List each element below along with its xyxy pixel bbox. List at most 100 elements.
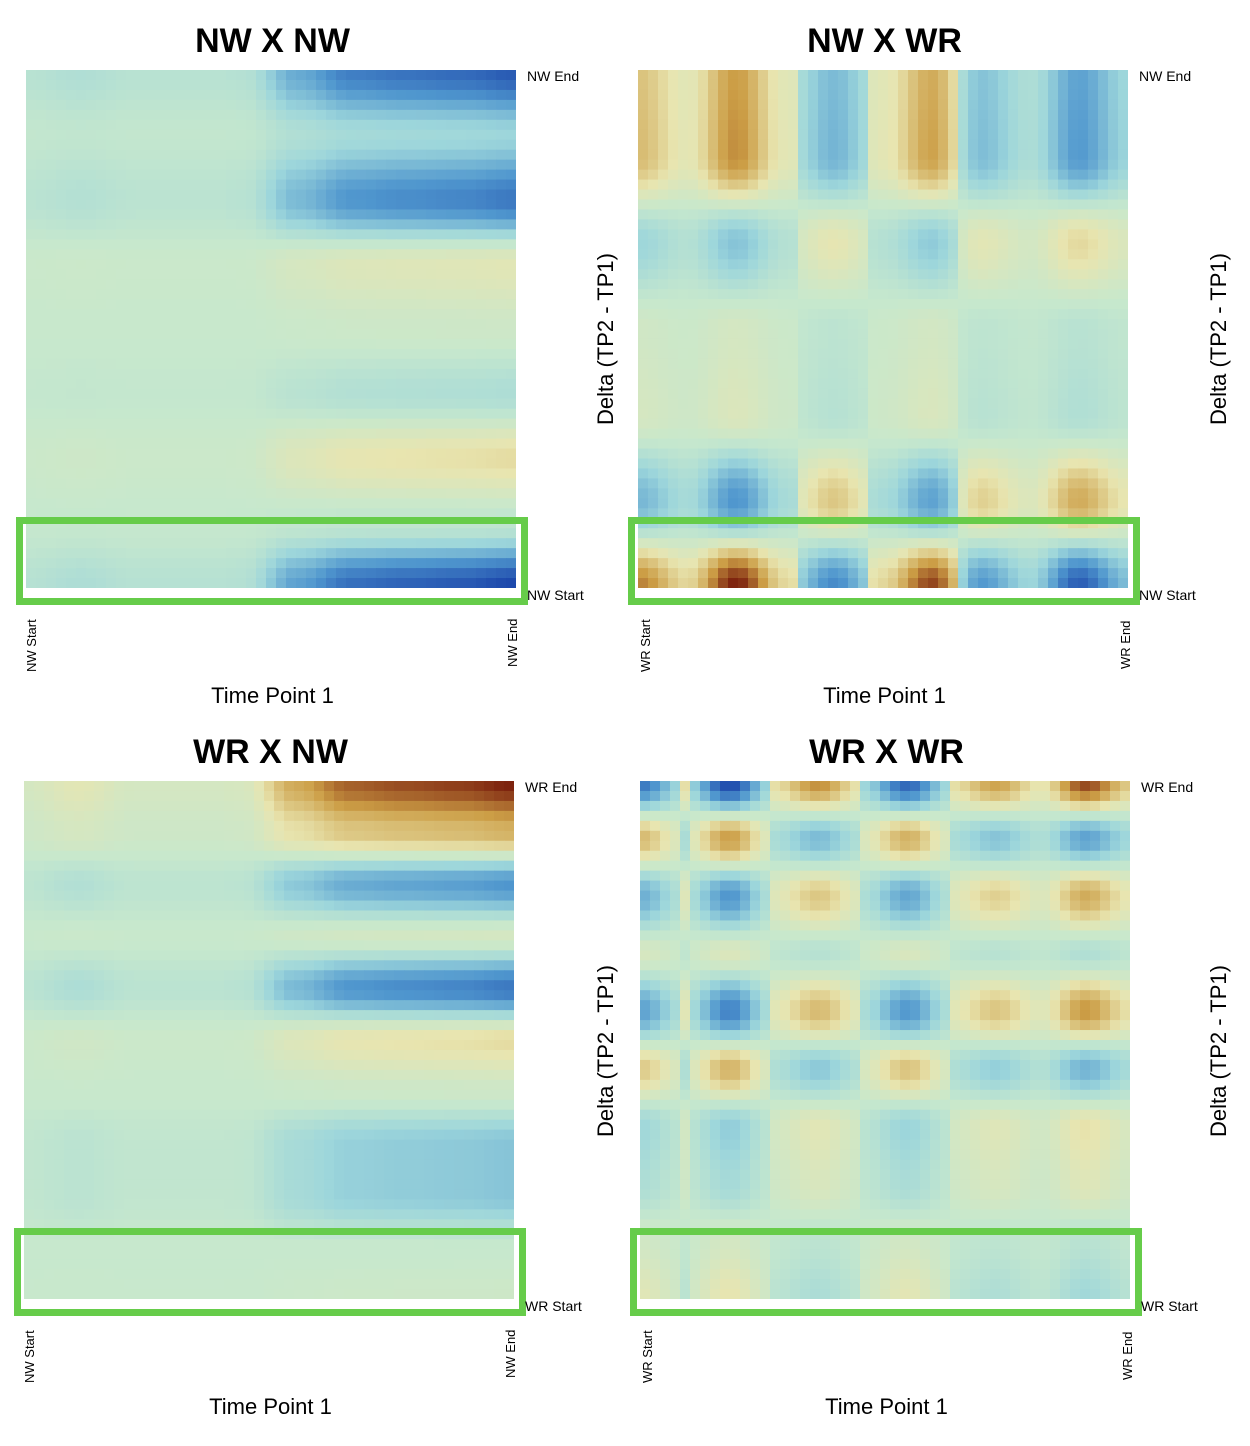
heatmap-cell bbox=[296, 269, 307, 280]
heatmap-cell bbox=[798, 408, 809, 420]
heatmap-cell bbox=[708, 388, 719, 400]
heatmap-cell bbox=[958, 249, 969, 260]
heatmap-cell bbox=[306, 578, 317, 588]
heatmap-cell bbox=[918, 438, 929, 450]
heatmap-cell bbox=[216, 568, 227, 579]
heatmap-cell bbox=[76, 548, 87, 559]
heatmap-cell bbox=[256, 358, 267, 370]
heatmap-cell bbox=[96, 79, 107, 91]
heatmap-cell bbox=[638, 129, 649, 141]
heatmap-cell bbox=[1098, 428, 1109, 440]
heatmap-cell bbox=[948, 119, 959, 131]
heatmap-cell bbox=[888, 338, 899, 350]
heatmap-cell bbox=[818, 139, 829, 151]
heatmap-cell bbox=[1088, 129, 1099, 141]
heatmap-cell bbox=[708, 338, 719, 350]
heatmap-cell bbox=[928, 348, 939, 360]
heatmap-cell bbox=[808, 279, 819, 290]
heatmap-cell bbox=[738, 129, 749, 141]
heatmap-cell bbox=[1008, 119, 1019, 131]
heatmap-cell bbox=[848, 398, 859, 410]
heatmap-cell bbox=[456, 488, 467, 499]
heatmap-cell bbox=[496, 568, 507, 579]
heatmap-cell bbox=[316, 259, 327, 270]
heatmap-cell bbox=[918, 279, 929, 290]
heatmap-cell bbox=[386, 388, 397, 400]
heatmap-cell bbox=[808, 358, 819, 370]
heatmap-cell bbox=[838, 478, 849, 489]
heatmap-cell bbox=[1058, 348, 1069, 360]
heatmap-cell bbox=[678, 199, 689, 211]
heatmap-cell bbox=[396, 398, 407, 410]
heatmap-cell bbox=[186, 139, 197, 151]
heatmap-cell bbox=[306, 159, 317, 171]
heatmap-cell bbox=[998, 279, 1009, 290]
heatmap-cell bbox=[446, 438, 457, 450]
heatmap-cell bbox=[136, 259, 147, 270]
heatmap-cell bbox=[456, 70, 467, 81]
heatmap-cell bbox=[1068, 528, 1079, 539]
heatmap-cell bbox=[26, 348, 37, 360]
heatmap-cell bbox=[46, 269, 57, 280]
heatmap-cell bbox=[226, 309, 237, 320]
heatmap-cell bbox=[246, 279, 257, 290]
heatmap-cell bbox=[1028, 259, 1039, 270]
heatmap-cell bbox=[778, 558, 789, 569]
heatmap-cell bbox=[1018, 309, 1029, 320]
heatmap-cell bbox=[496, 508, 507, 519]
heatmap-cell bbox=[66, 279, 77, 290]
heatmap-cell bbox=[828, 139, 839, 151]
heatmap-cell bbox=[1048, 319, 1059, 330]
heatmap-cell bbox=[396, 478, 407, 489]
heatmap-cell bbox=[638, 239, 649, 250]
heatmap-cell bbox=[1068, 309, 1079, 320]
heatmap-cell bbox=[266, 219, 277, 230]
heatmap-cell bbox=[878, 199, 889, 211]
heatmap-cell bbox=[436, 548, 447, 559]
heatmap-cell bbox=[658, 498, 669, 509]
heatmap-cell bbox=[918, 498, 929, 509]
heatmap-cell bbox=[948, 99, 959, 111]
heatmap-cell bbox=[828, 189, 839, 201]
heatmap-cell bbox=[146, 458, 157, 470]
heatmap-cell bbox=[206, 89, 217, 101]
heatmap-cell bbox=[156, 378, 167, 390]
heatmap-cell bbox=[486, 259, 497, 270]
heatmap-cell bbox=[176, 279, 187, 290]
heatmap-cell bbox=[476, 558, 487, 569]
heatmap-cell bbox=[848, 378, 859, 390]
heatmap-cell bbox=[226, 388, 237, 400]
heatmap-cell bbox=[848, 229, 859, 240]
heatmap-cell bbox=[466, 418, 477, 430]
heatmap-cell bbox=[246, 388, 257, 400]
heatmap-cell bbox=[346, 548, 357, 559]
heatmap-cell bbox=[1018, 199, 1029, 211]
heatmap-cell bbox=[668, 199, 679, 211]
heatmap-cell bbox=[246, 259, 257, 270]
heatmap-cell bbox=[66, 378, 77, 390]
heatmap-cell bbox=[106, 159, 117, 171]
heatmap-cell bbox=[1018, 418, 1029, 430]
heatmap-cell bbox=[166, 398, 177, 410]
heatmap-cell bbox=[256, 309, 267, 320]
heatmap-cell bbox=[718, 279, 729, 290]
heatmap-cell bbox=[426, 548, 437, 559]
heatmap-cell bbox=[286, 199, 297, 211]
heatmap-cell bbox=[1088, 259, 1099, 270]
heatmap-cell bbox=[1068, 329, 1079, 340]
heatmap-cell bbox=[758, 488, 769, 499]
heatmap-cell bbox=[256, 279, 267, 290]
heatmap-cell bbox=[216, 468, 227, 480]
heatmap-cell bbox=[948, 239, 959, 250]
heatmap-cell bbox=[496, 139, 507, 151]
heatmap-cell bbox=[848, 109, 859, 121]
heatmap-cell bbox=[768, 438, 779, 450]
heatmap-cell bbox=[96, 438, 107, 450]
heatmap-cell bbox=[888, 398, 899, 410]
heatmap-cell bbox=[406, 329, 417, 340]
heatmap-cell bbox=[496, 209, 507, 221]
heatmap-cell bbox=[116, 179, 127, 191]
heatmap-cell bbox=[1068, 338, 1079, 350]
heatmap-cell bbox=[466, 448, 477, 460]
heatmap-cell bbox=[36, 259, 47, 270]
